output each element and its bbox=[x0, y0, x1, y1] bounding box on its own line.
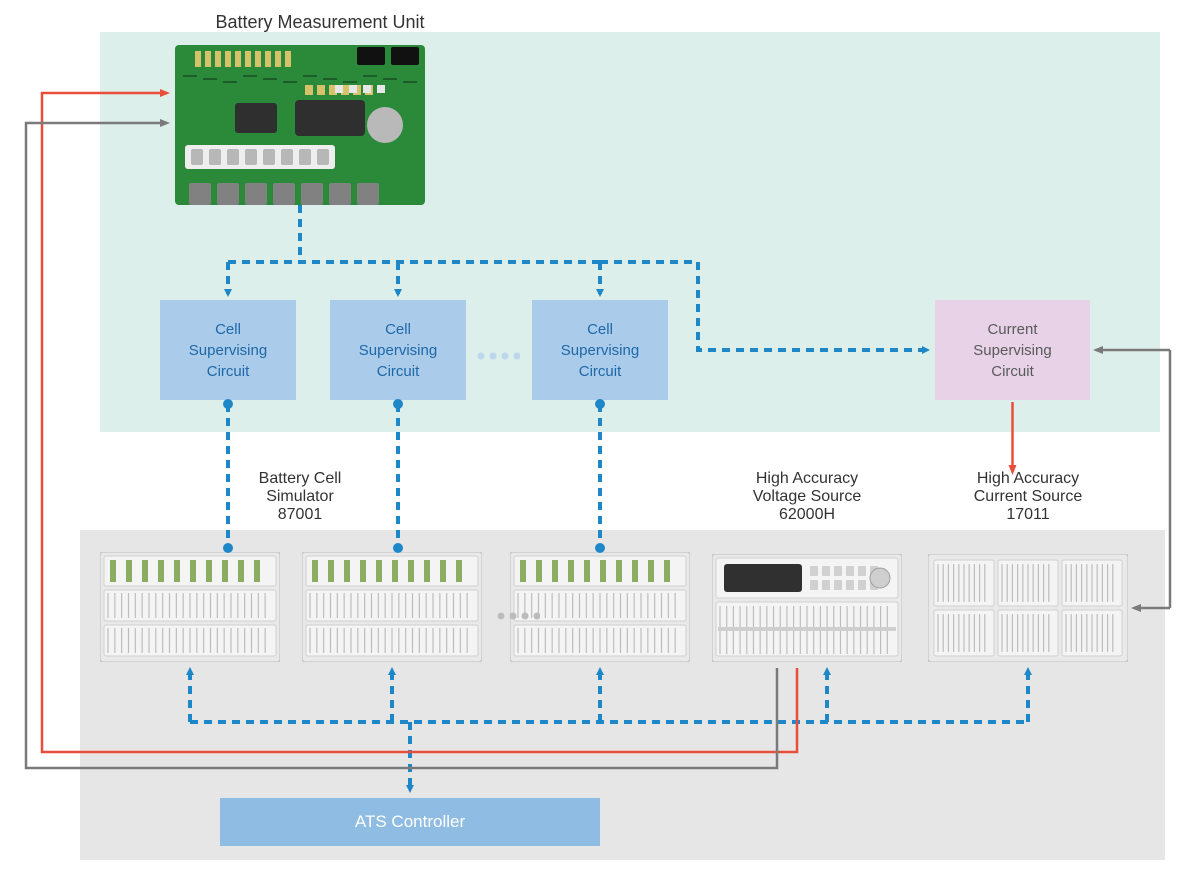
battery-cell-simulator-2 bbox=[302, 552, 482, 662]
title-bmu: Battery Measurement Unit bbox=[180, 12, 460, 33]
cell3-label: CellSupervisingCircuit bbox=[561, 319, 639, 382]
label-current-source: High AccuracyCurrent Source17011 bbox=[928, 470, 1128, 524]
ellipsis-devices bbox=[496, 608, 540, 618]
cell1-label: CellSupervisingCircuit bbox=[189, 319, 267, 382]
ats-label: ATS Controller bbox=[355, 810, 465, 834]
battery-cell-simulator-1 bbox=[100, 552, 280, 662]
cell2-label: CellSupervisingCircuit bbox=[359, 319, 437, 382]
current-supervising: CurrentSupervisingCircuit bbox=[935, 300, 1090, 400]
current-label: CurrentSupervisingCircuit bbox=[973, 319, 1051, 382]
cell-supervising-2: CellSupervisingCircuit bbox=[330, 300, 466, 400]
voltage-source-62000h bbox=[712, 554, 902, 662]
ats-controller: ATS Controller bbox=[220, 798, 600, 846]
ellipsis-cells bbox=[476, 348, 520, 358]
battery-cell-simulator-3 bbox=[510, 552, 690, 662]
cell-supervising-3: CellSupervisingCircuit bbox=[532, 300, 668, 400]
label-simulator: Battery CellSimulator87001 bbox=[210, 470, 390, 524]
bmu-pcb bbox=[175, 45, 425, 205]
label-voltage-source: High AccuracyVoltage Source62000H bbox=[712, 470, 902, 524]
cell-supervising-1: CellSupervisingCircuit bbox=[160, 300, 296, 400]
current-source-17011 bbox=[928, 554, 1128, 662]
